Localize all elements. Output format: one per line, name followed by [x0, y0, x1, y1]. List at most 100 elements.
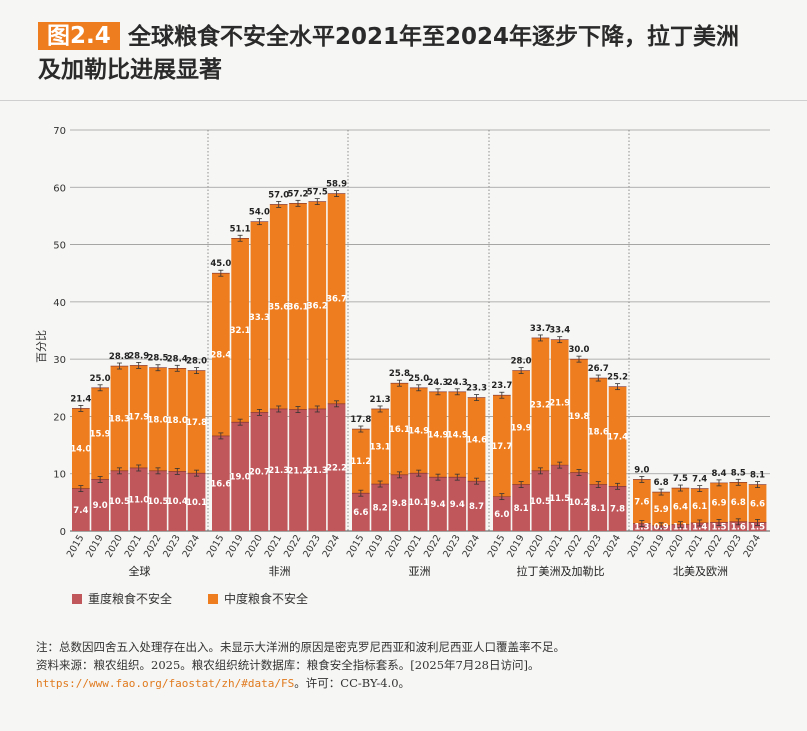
bar-severe: [168, 471, 187, 531]
severe-label: 22.2: [326, 463, 347, 473]
y-tick-label: 30: [53, 355, 66, 366]
bar-severe: [149, 470, 167, 531]
bar-moderate: [269, 204, 288, 409]
bar-severe: [129, 467, 148, 531]
moderate-label: 14.9: [427, 430, 448, 440]
bar-moderate: [327, 193, 346, 404]
severe-label: 20.7: [249, 468, 270, 478]
total-label: 21.4: [70, 394, 91, 404]
total-label: 28.9: [128, 351, 149, 361]
moderate-label: 6.1: [692, 502, 707, 512]
bar-severe: [633, 523, 651, 531]
y-tick-label: 50: [53, 241, 66, 252]
total-label: 24.3: [447, 378, 468, 388]
moderate-label: 6.8: [731, 498, 746, 508]
moderate-label: 14.9: [447, 430, 468, 440]
bar-severe: [72, 488, 90, 531]
y-axis-label: 百分比: [35, 330, 48, 363]
x-tick-label: 2024: [321, 533, 343, 559]
severe-label: 1.1: [673, 523, 688, 533]
total-label: 8.4: [711, 469, 726, 479]
bar-moderate: [652, 492, 670, 526]
total-label: 58.9: [326, 180, 347, 190]
bar-severe: [390, 474, 409, 531]
severe-label: 1.6: [731, 523, 746, 533]
legend-severe-swatch: [72, 593, 82, 604]
moderate-label: 32.1: [230, 326, 251, 336]
x-tick-label: 2020: [383, 533, 405, 559]
total-label: 28.4: [167, 354, 188, 364]
x-tick-label: 2020: [664, 533, 686, 559]
bar-moderate: [352, 429, 370, 494]
severe-label: 1.5: [750, 523, 765, 533]
moderate-label: 7.6: [634, 497, 649, 507]
severe-label: 8.2: [373, 504, 388, 514]
group-label: 亚洲: [409, 565, 431, 578]
total-label: 45.0: [210, 259, 231, 269]
source-text: 资料来源：粮农组织。2025。粮农组织统计数据库：粮食安全指标套系。[2025年…: [36, 656, 786, 693]
total-label: 25.0: [90, 374, 111, 384]
moderate-label: 36.2: [307, 301, 328, 311]
total-label: 28.0: [186, 357, 207, 367]
bar-moderate: [409, 387, 428, 474]
x-tick-label: 2021: [544, 533, 566, 559]
total-label: 51.1: [230, 224, 251, 234]
bar-severe: [231, 422, 249, 531]
y-tick-label: 40: [53, 298, 66, 309]
total-label: 33.4: [549, 326, 570, 336]
total-label: 25.8: [389, 369, 410, 379]
x-tick-label: 2022: [703, 533, 725, 559]
bar-severe: [710, 522, 728, 531]
x-tick-label: 2024: [742, 533, 764, 559]
total-label: 57.0: [268, 190, 289, 200]
bar-moderate: [448, 391, 467, 478]
bar-moderate: [212, 273, 230, 436]
bar-severe: [250, 412, 269, 531]
total-label: 54.0: [249, 208, 270, 218]
x-tick-label: 2021: [684, 533, 706, 559]
bar-moderate: [390, 383, 409, 475]
moderate-label: 17.8: [186, 418, 207, 428]
moderate-label: 36.7: [326, 295, 347, 305]
total-label: 7.5: [673, 474, 688, 484]
x-tick-label: 2015: [65, 533, 87, 559]
x-tick-label: 2019: [224, 533, 246, 559]
bar-severe: [467, 481, 486, 531]
severe-label: 10.2: [568, 498, 589, 508]
total-label: 57.5: [307, 188, 328, 198]
note-text: 注：总数因四舍五入处理存在出入。未显示大洋洲的原因是密克罗尼西亚和波利尼西亚人口…: [36, 640, 565, 654]
bar-moderate: [429, 391, 447, 478]
bar-moderate: [289, 203, 307, 410]
moderate-label: 28.4: [210, 351, 231, 361]
total-label: 26.7: [588, 364, 609, 374]
total-label: 23.3: [466, 384, 487, 394]
y-tick-label: 60: [53, 183, 66, 194]
x-tick-label: 2015: [205, 533, 227, 559]
bar-moderate: [570, 359, 588, 473]
moderate-label: 11.2: [350, 457, 371, 467]
moderate-label: 19.8: [568, 412, 589, 422]
severe-label: 6.6: [353, 508, 368, 518]
total-label: 57.2: [287, 189, 308, 199]
bar-severe: [512, 484, 530, 531]
x-tick-label: 2020: [243, 533, 265, 559]
total-label: 24.3: [427, 378, 448, 388]
source-link[interactable]: https://www.fao.org/faostat/zh/#data/FS: [36, 677, 295, 690]
bar-moderate: [168, 368, 187, 472]
x-tick-label: 2021: [403, 533, 425, 559]
severe-label: 0.9: [654, 523, 669, 533]
severe-label: 16.6: [210, 479, 231, 489]
total-label: 9.0: [634, 465, 649, 475]
bar-moderate: [467, 397, 486, 482]
severe-label: 9.4: [450, 500, 465, 510]
severe-label: 1.5: [711, 523, 726, 533]
y-tick-label: 70: [53, 126, 66, 137]
moderate-label: 36.1: [287, 302, 308, 312]
bar-severe: [327, 403, 346, 531]
moderate-label: 18.3: [109, 414, 130, 424]
source-prefix: 资料来源：粮农组织。2025。粮农组织统计数据库：粮食安全指标套系。[2025年…: [36, 658, 540, 672]
figure-title-line2: 及加勒比进展显著: [38, 57, 222, 83]
bar-moderate: [729, 482, 748, 522]
bar-moderate: [633, 479, 651, 524]
severe-label: 10.1: [408, 498, 429, 508]
